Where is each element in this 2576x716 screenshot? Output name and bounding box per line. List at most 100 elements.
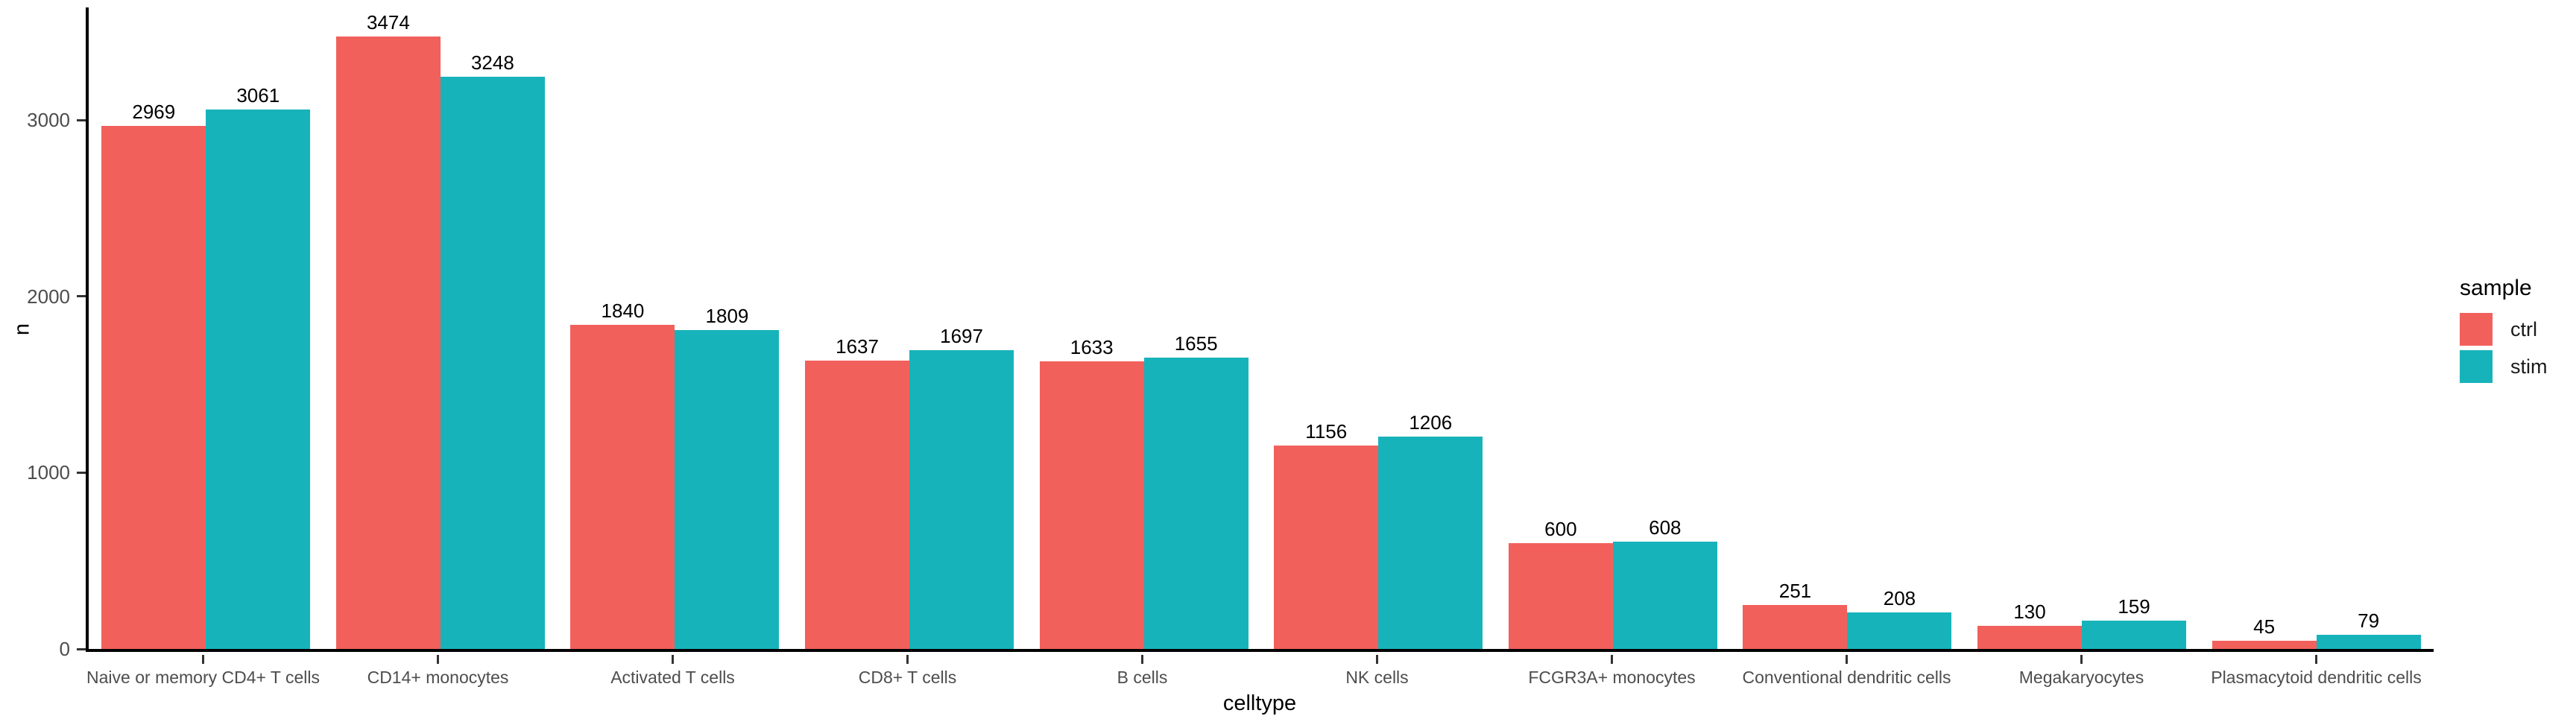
- x-tick-label: Activated T cells: [610, 668, 735, 687]
- legend-swatch-stim: [2460, 350, 2493, 383]
- bar-ctrl: [335, 37, 441, 649]
- x-tick-label: Plasmacytoid dendritic cells: [2211, 668, 2422, 687]
- x-tick: CD8+ T cells: [790, 655, 1025, 686]
- bar-group: 3474 3248: [323, 7, 558, 649]
- bar-stim: [1847, 612, 1952, 649]
- bar-column-ctrl: 2969: [101, 7, 206, 649]
- bar-value-label: 208: [1883, 586, 1916, 609]
- x-tick-label: CD14+ monocytes: [367, 668, 509, 687]
- bar-column-stim: 208: [1847, 7, 1952, 649]
- bar-value-label: 2969: [132, 100, 176, 123]
- x-tick: Activated T cells: [555, 655, 790, 686]
- x-tick-mark: [437, 655, 439, 664]
- bar-column-stim: 79: [2316, 7, 2421, 649]
- plot-panel: 2969 3061 3474 3248 1840 1809 1637 1697 1633 1655…: [27, 7, 2434, 659]
- bar-column-stim: 159: [2082, 7, 2187, 649]
- x-tick-label: CD8+ T cells: [858, 668, 957, 687]
- x-tick-mark: [906, 655, 909, 664]
- x-tick-label: B cells: [1117, 668, 1168, 687]
- y-tick-label: 2000: [27, 285, 70, 308]
- y-tick: 3000: [27, 110, 86, 130]
- bar-column-ctrl: 1637: [805, 7, 910, 649]
- bar-value-label: 608: [1649, 516, 1682, 539]
- bar-value-label: 1809: [705, 305, 749, 328]
- x-tick-label: FCGR3A+ monocytes: [1528, 668, 1696, 687]
- bar-column-stim: 1809: [675, 7, 780, 649]
- bar-group: 600 608: [1496, 7, 1731, 649]
- x-tick: FCGR3A+ monocytes: [1494, 655, 1729, 686]
- bar-value-label: 1633: [1070, 335, 1114, 358]
- bar-column-ctrl: 600: [1508, 7, 1613, 649]
- x-tick: Naive or memory CD4+ T cells: [86, 655, 321, 686]
- y-tick-mark: [77, 295, 86, 298]
- legend-label: stim: [2510, 355, 2548, 378]
- x-tick-mark: [202, 655, 204, 664]
- x-tick: Megakaryocytes: [1964, 655, 2199, 686]
- bar-group: 1156 1206: [1261, 7, 1496, 649]
- bar-ctrl: [570, 324, 675, 649]
- y-tick-mark: [77, 118, 86, 121]
- x-axis-ticks: Naive or memory CD4+ T cells CD14+ monocy…: [86, 655, 2434, 686]
- y-tick: 1000: [27, 463, 86, 482]
- bar-value-label: 251: [1778, 579, 1812, 602]
- bar-pair: 1633 1655: [1039, 7, 1248, 649]
- x-tick-label: NK cells: [1345, 668, 1409, 687]
- bar-value-label: 600: [1544, 518, 1577, 541]
- bar-column-ctrl: 3474: [335, 7, 441, 649]
- y-tick-mark: [77, 647, 86, 650]
- bar-stim: [675, 330, 780, 649]
- x-tick-label: Naive or memory CD4+ T cells: [86, 668, 320, 687]
- bar-group: 1633 1655: [1026, 7, 1261, 649]
- bar-pair: 130 159: [1977, 7, 2187, 649]
- legend: sample ctrl stim: [2460, 276, 2548, 387]
- bar-pair: 600 608: [1508, 7, 1717, 649]
- bar-column-stim: 3061: [206, 7, 311, 649]
- x-tick-mark: [1846, 655, 1848, 664]
- x-tick-label: Megakaryocytes: [2018, 668, 2144, 687]
- bar-ctrl: [805, 360, 910, 649]
- bar-value-label: 79: [2358, 609, 2380, 633]
- bar-group: 1637 1697: [792, 7, 1027, 649]
- bar-pair: 3474 3248: [335, 7, 545, 649]
- x-tick-mark: [1611, 655, 1613, 664]
- bar-ctrl: [1508, 543, 1613, 649]
- bar-group: 1840 1809: [558, 7, 792, 649]
- y-tick-label: 1000: [27, 461, 70, 484]
- bar-value-label: 3474: [366, 11, 410, 34]
- legend-entry-ctrl: ctrl: [2460, 313, 2548, 346]
- y-tick: 2000: [27, 287, 86, 306]
- x-tick-mark: [672, 655, 674, 664]
- bar-stim: [1378, 436, 1483, 649]
- legend-title: sample: [2460, 276, 2532, 300]
- x-tick: Conventional dendritic cells: [1729, 655, 1964, 686]
- bar-groups: 2969 3061 3474 3248 1840 1809 1637 1697 1633 1655…: [89, 7, 2434, 649]
- bar-ctrl: [1977, 626, 2083, 649]
- x-tick: CD14+ monocytes: [321, 655, 555, 686]
- bar-value-label: 1840: [601, 299, 645, 322]
- bar-value-label: 1697: [940, 324, 983, 347]
- bar-value-label: 3248: [470, 51, 514, 74]
- bar-ctrl: [1743, 604, 1848, 649]
- bar-ctrl: [2212, 641, 2317, 649]
- x-tick-mark: [2315, 655, 2317, 664]
- bar-pair: 251 208: [1743, 7, 1952, 649]
- bar-stim: [206, 109, 311, 649]
- bar-group: 251 208: [1730, 7, 1965, 649]
- bar-value-label: 159: [2118, 595, 2150, 618]
- bar-value-label: 3061: [236, 83, 280, 107]
- bar-stim: [1612, 542, 1717, 649]
- bar-pair: 45 79: [2212, 7, 2421, 649]
- bar-value-label: 45: [2253, 615, 2276, 639]
- x-tick: NK cells: [1260, 655, 1494, 686]
- bar-stim: [909, 349, 1014, 649]
- y-axis-title: n: [10, 323, 34, 336]
- x-tick-mark: [1141, 655, 1143, 664]
- x-tick-mark: [2080, 655, 2083, 664]
- legend-label: ctrl: [2510, 317, 2537, 340]
- bar-pair: 2969 3061: [101, 7, 311, 649]
- bar-column-ctrl: 1633: [1039, 7, 1144, 649]
- bar-ctrl: [101, 125, 206, 649]
- y-tick-label: 0: [59, 638, 70, 660]
- bar-column-ctrl: 1840: [570, 7, 675, 649]
